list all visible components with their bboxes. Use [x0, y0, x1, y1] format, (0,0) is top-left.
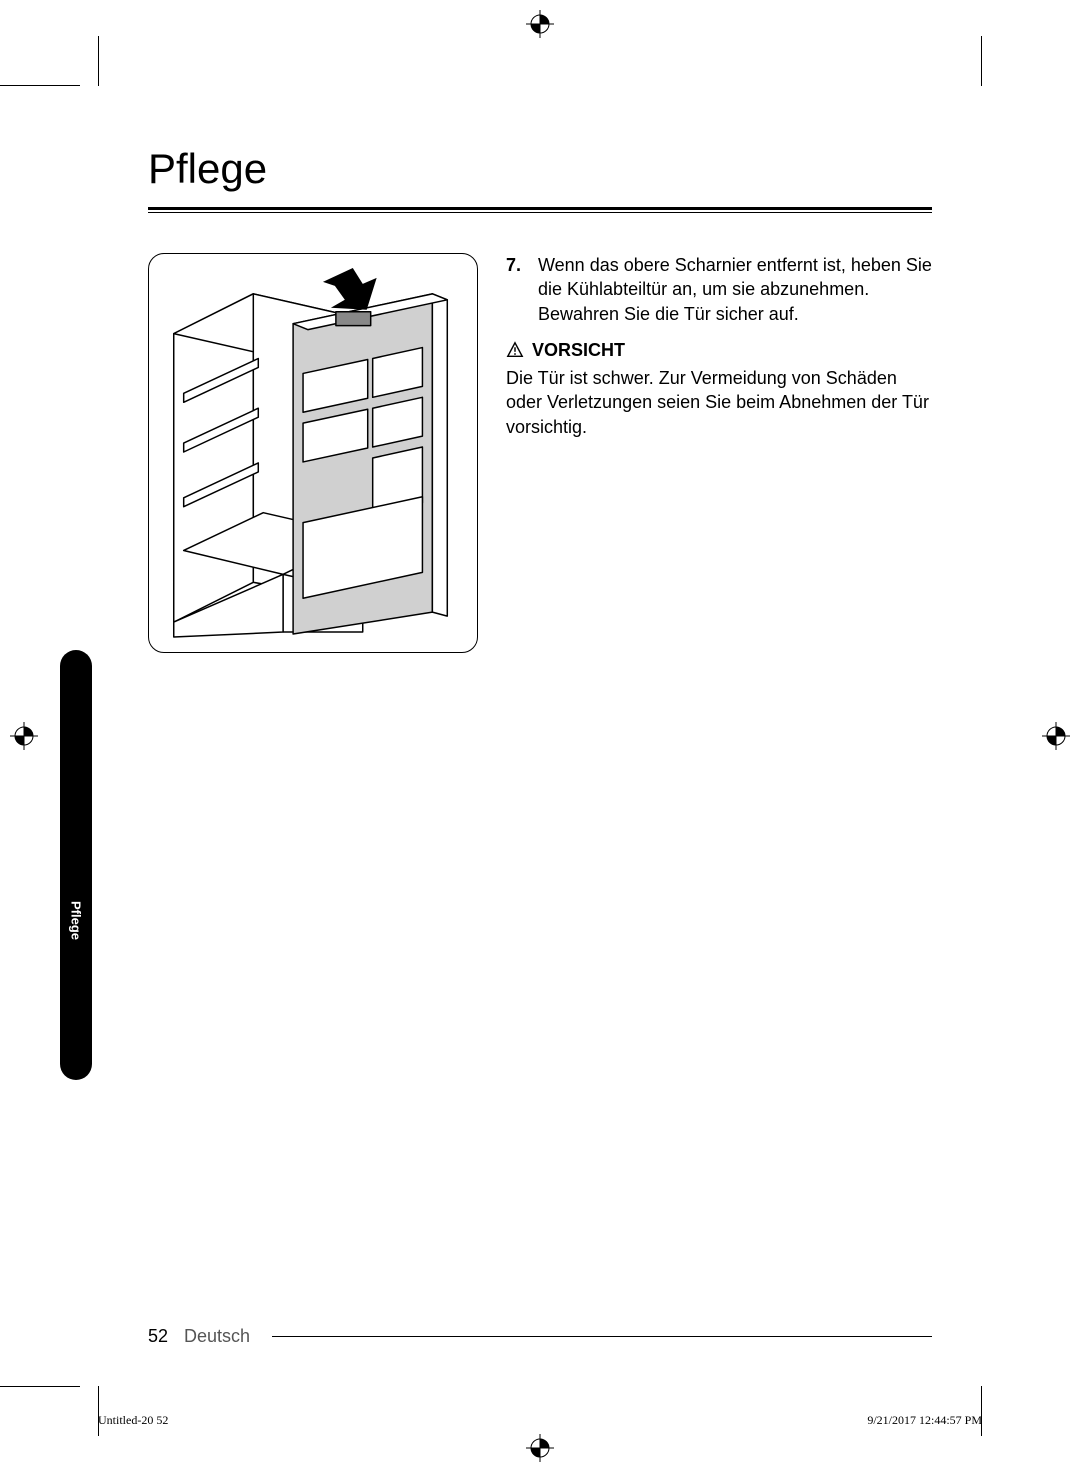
registration-mark-bottom: [526, 1434, 554, 1462]
crop-mark: [981, 36, 982, 86]
registration-mark-left: [10, 722, 38, 750]
crop-mark: [0, 1386, 80, 1387]
warning-row: VORSICHT: [506, 338, 932, 362]
step-text: Wenn das obere Scharnier entfernt ist, h…: [538, 253, 932, 326]
content-row: 7. Wenn das obere Scharnier entfernt ist…: [148, 253, 932, 653]
step-7: 7. Wenn das obere Scharnier entfernt ist…: [506, 253, 932, 326]
page-language: Deutsch: [184, 1326, 250, 1347]
print-meta-filename: Untitled-20 52: [98, 1413, 168, 1428]
registration-mark-top: [526, 10, 554, 38]
crop-mark: [98, 36, 99, 86]
warning-text: Die Tür ist schwer. Zur Vermeidung von S…: [506, 366, 932, 439]
crop-mark: [981, 1386, 982, 1436]
page-number: 52: [148, 1326, 168, 1347]
warning-label: VORSICHT: [532, 338, 625, 362]
title-divider: [148, 207, 932, 213]
print-meta-timestamp: 9/21/2017 12:44:57 PM: [867, 1413, 982, 1428]
instruction-column: 7. Wenn das obere Scharnier entfernt ist…: [506, 253, 932, 439]
crop-mark: [0, 85, 80, 86]
registration-mark-right: [1042, 722, 1070, 750]
page-footer: 52 Deutsch: [148, 1326, 932, 1347]
fridge-illustration: [159, 264, 467, 642]
warning-icon: [506, 341, 524, 359]
footer-divider: [272, 1336, 932, 1337]
crop-mark: [98, 1386, 99, 1436]
section-tab-label: Pflege: [69, 901, 84, 940]
figure-door-removal: [148, 253, 478, 653]
page-title: Pflege: [148, 145, 932, 193]
section-tab: Pflege: [60, 650, 92, 1080]
step-number: 7.: [506, 253, 528, 326]
page-content: Pflege Pflege: [98, 85, 982, 1387]
